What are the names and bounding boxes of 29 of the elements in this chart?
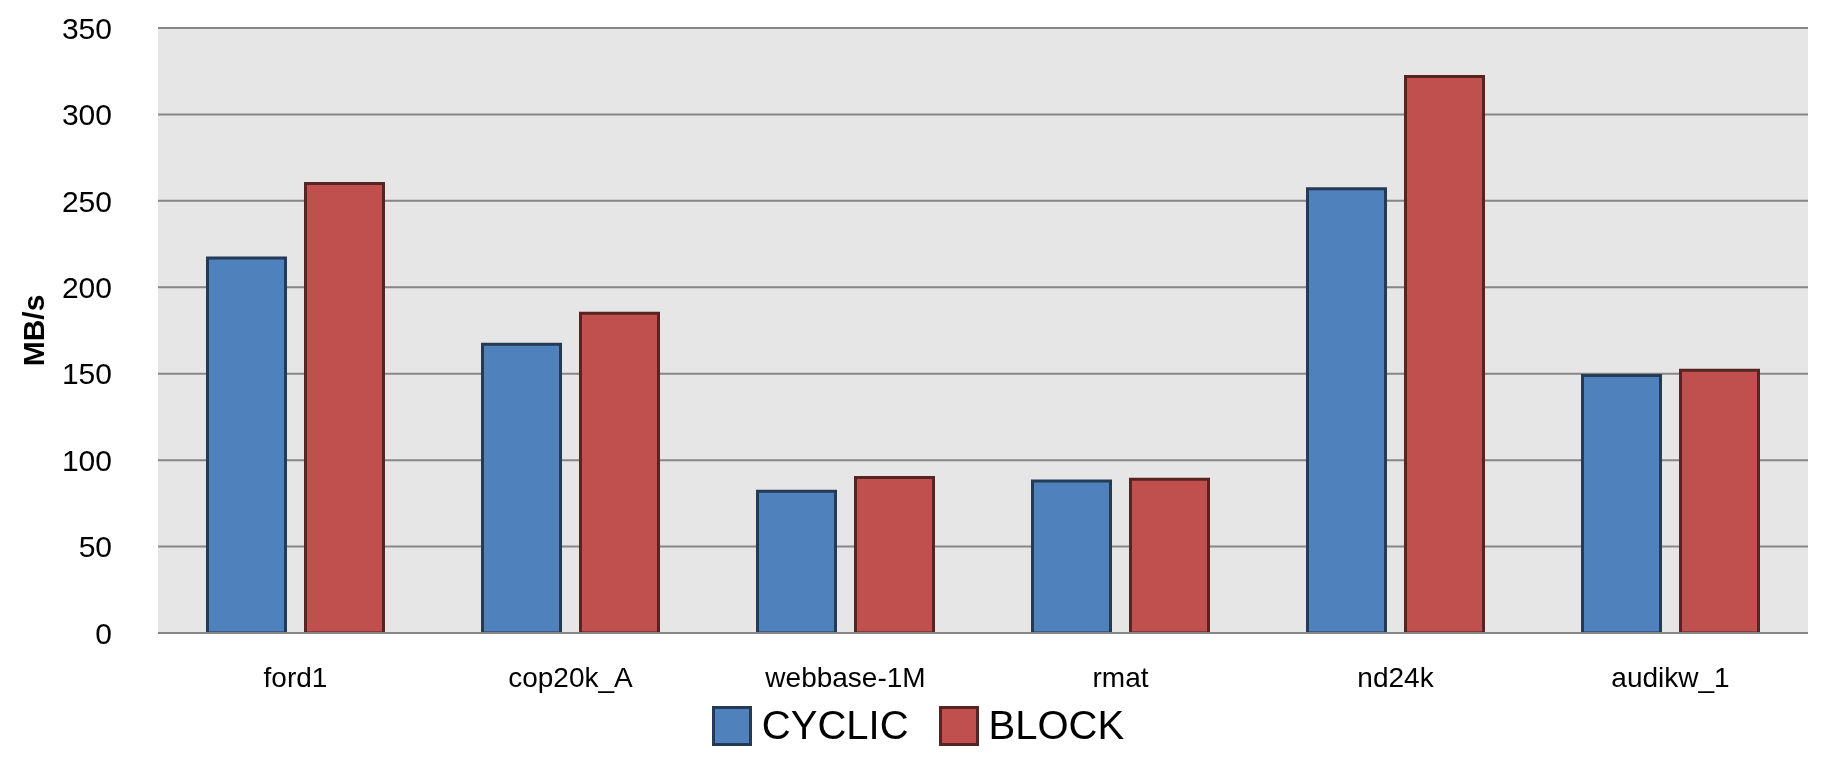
bar <box>1679 368 1760 633</box>
y-tick-label: 150 <box>61 357 112 391</box>
x-tick-label: audikw_1 <box>1611 661 1730 693</box>
bar <box>1129 477 1210 633</box>
bar <box>481 342 562 633</box>
x-tick-label: webbase-1M <box>764 661 926 693</box>
y-tick-label: 250 <box>61 184 112 218</box>
x-tick-label: nd24k <box>1357 661 1435 693</box>
y-tick-label: 0 <box>95 616 112 650</box>
y-axis-title: MB/s <box>16 294 50 367</box>
bar <box>579 311 660 633</box>
bar <box>1404 74 1485 633</box>
legend-label: BLOCK <box>988 703 1125 748</box>
bar <box>1031 479 1112 633</box>
bar <box>756 489 837 633</box>
y-tick-label: 50 <box>78 530 112 564</box>
bar <box>854 475 935 633</box>
y-tick-label: 200 <box>61 270 112 304</box>
x-tick-label: ford1 <box>263 661 328 693</box>
x-tick-label: cop20k_A <box>508 661 634 693</box>
y-tick-label: 100 <box>61 443 112 477</box>
y-tick-label: 300 <box>61 98 112 132</box>
bar <box>206 256 287 633</box>
bar <box>1581 373 1662 633</box>
y-tick-label: 350 <box>61 11 112 45</box>
legend-label: CYCLIC <box>761 703 909 748</box>
x-tick-label: rmat <box>1092 661 1149 693</box>
bar <box>304 182 385 633</box>
bar <box>1306 187 1387 633</box>
